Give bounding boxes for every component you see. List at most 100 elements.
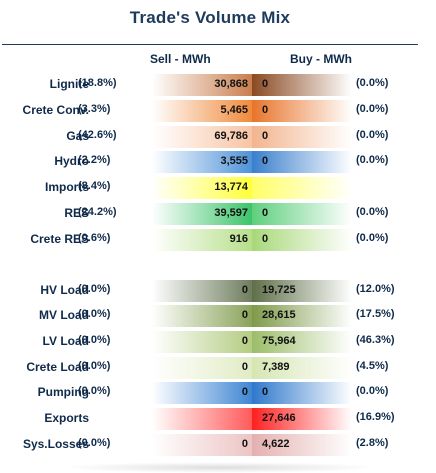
buy-value: 19,725: [262, 284, 296, 296]
sell-cell: 0: [152, 434, 252, 456]
sell-percent: (0.0%): [78, 308, 111, 320]
sell-percent: (0.0%): [78, 283, 111, 295]
row-label: RES: [64, 206, 89, 220]
buy-cell: 0: [252, 382, 352, 404]
sell-cell: 0: [152, 305, 252, 327]
sell-value: 0: [241, 309, 248, 321]
buy-value: 0: [262, 78, 269, 90]
sell-column-header: Sell - MWh: [150, 52, 211, 66]
sell-cell: [152, 408, 252, 430]
row-label: Crete Conv.: [22, 103, 89, 117]
sell-cell: 0: [152, 331, 252, 353]
buy-cell: 0: [252, 74, 352, 96]
sell-percent: (0.0%): [78, 334, 111, 346]
buy-cell: 0: [252, 100, 352, 122]
buy-cell: 28,615: [252, 305, 352, 327]
buy-percent: (2.8%): [356, 437, 389, 449]
sell-value: 3,555: [220, 155, 248, 167]
buy-value: 0: [262, 386, 269, 398]
buy-percent: (46.3%): [356, 334, 395, 346]
row-label: Lignite: [49, 77, 89, 91]
row-label: Gas: [66, 129, 89, 143]
buy-cell: 0: [252, 229, 352, 251]
sell-value: 0: [241, 284, 248, 296]
row-label: Crete Load: [26, 360, 89, 374]
table-row: Crete RES (0.6%) 916 0 (0.0%): [0, 229, 436, 251]
chart-title: Trade's Volume Mix: [129, 8, 291, 27]
buy-value: 75,964: [262, 335, 296, 347]
buy-cell: 0: [252, 203, 352, 225]
buy-value: 0: [262, 155, 269, 167]
sell-value: 5,465: [220, 104, 248, 116]
bottom-shadow: [60, 462, 380, 473]
buy-cell: [252, 177, 352, 199]
sell-cell: 3,555: [152, 151, 252, 173]
table-row: LV Load (0.0%) 0 75,964 (46.3%): [0, 331, 436, 353]
sell-value: 13,774: [214, 181, 248, 193]
table-row: Crete Conv. (3.3%) 5,465 0 (0.0%): [0, 100, 436, 122]
buy-percent: (0.0%): [356, 232, 389, 244]
sell-cell: 916: [152, 229, 252, 251]
sell-percent: (0.0%): [78, 360, 111, 372]
sell-value: 39,597: [214, 207, 248, 219]
buy-value: 4,622: [262, 438, 290, 450]
sell-cell: 0: [152, 382, 252, 404]
row-label: MV Load: [39, 308, 89, 322]
sell-cell: 30,868: [152, 74, 252, 96]
buy-percent: (4.5%): [356, 360, 389, 372]
table-row: Imports (8.4%) 13,774: [0, 177, 436, 199]
buy-cell: 27,646: [252, 408, 352, 430]
sell-value: 0: [241, 361, 248, 373]
table-row: MV Load (0.0%) 0 28,615 (17.5%): [0, 305, 436, 327]
row-label: HV Load: [40, 283, 89, 297]
buy-percent: (0.0%): [356, 103, 389, 115]
table-row: Exports 27,646 (16.9%): [0, 408, 436, 430]
sell-percent: (24.2%): [78, 206, 117, 218]
sell-cell: 69,786: [152, 126, 252, 148]
table-row: Gas (42.6%) 69,786 0 (0.0%): [0, 126, 436, 148]
sell-value: 30,868: [214, 78, 248, 90]
sell-value: 0: [241, 335, 248, 347]
sell-percent: (18.8%): [78, 77, 117, 89]
sell-cell: 0: [152, 280, 252, 302]
buy-value: 27,646: [262, 412, 296, 424]
buy-value: 28,615: [262, 309, 296, 321]
sell-percent: (0.6%): [78, 232, 111, 244]
buy-cell: 0: [252, 126, 352, 148]
table-row: Lignite (18.8%) 30,868 0 (0.0%): [0, 74, 436, 96]
table-row: Crete Load (0.0%) 0 7,389 (4.5%): [0, 357, 436, 379]
table-row: Hydro (2.2%) 3,555 0 (0.0%): [0, 151, 436, 173]
title-divider: [2, 44, 418, 45]
sell-cell: 39,597: [152, 203, 252, 225]
sell-percent: (3.3%): [78, 103, 111, 115]
buy-value: 0: [262, 233, 269, 245]
row-label: Pumping: [37, 385, 89, 399]
buy-percent: (17.5%): [356, 308, 395, 320]
table-row: HV Load (0.0%) 0 19,725 (12.0%): [0, 280, 436, 302]
sell-percent: (0.0%): [78, 437, 111, 449]
sell-percent: (42.6%): [78, 129, 117, 141]
buy-percent: (0.0%): [356, 206, 389, 218]
buy-percent: (0.0%): [356, 129, 389, 141]
sell-percent: (2.2%): [78, 154, 111, 166]
row-label: Sys.Losses: [22, 437, 89, 451]
buy-value: 0: [262, 207, 269, 219]
sell-percent: (0.0%): [78, 385, 111, 397]
buy-value: 0: [262, 130, 269, 142]
buy-percent: (0.0%): [356, 154, 389, 166]
row-label: Hydro: [54, 154, 89, 168]
buy-cell: 4,622: [252, 434, 352, 456]
buy-cell: 19,725: [252, 280, 352, 302]
row-label: Exports: [44, 411, 89, 425]
sell-value: 69,786: [214, 130, 248, 142]
sell-cell: 5,465: [152, 100, 252, 122]
sell-value: 0: [241, 386, 248, 398]
buy-value: 0: [262, 104, 269, 116]
buy-value: 7,389: [262, 361, 290, 373]
sell-percent: (8.4%): [78, 180, 111, 192]
sell-value: 916: [229, 233, 248, 245]
row-label: Imports: [44, 180, 89, 194]
buy-column-header: Buy - MWh: [290, 52, 352, 66]
buy-percent: (0.0%): [356, 77, 389, 89]
buy-percent: (16.9%): [356, 411, 395, 423]
